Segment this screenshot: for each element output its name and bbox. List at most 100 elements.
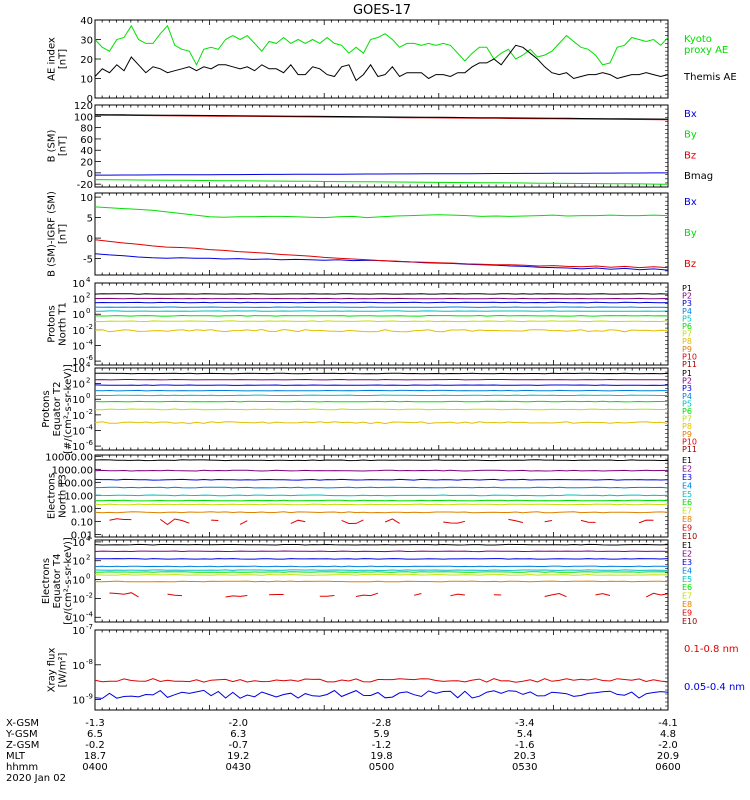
panel-frame — [94, 192, 669, 276]
ephemeris-value: 19.2 — [227, 751, 249, 762]
legend-label: 0.05-0.4 nm — [684, 682, 745, 693]
y-tick-label: 10000.00 — [45, 452, 93, 463]
ephemeris-value: 0400 — [82, 762, 107, 773]
ephemeris-value: -4.1 — [658, 718, 678, 729]
legend-label: E1 — [682, 541, 692, 550]
series-E9-segment — [544, 592, 567, 598]
y-axis-label: [#/(cm²-s-sr-keV)] — [63, 364, 74, 454]
series-E9-segment — [413, 593, 422, 596]
y-tick-exponent: -2 — [86, 408, 93, 416]
legend-label: By — [684, 228, 697, 239]
legend-label: E8 — [682, 515, 692, 524]
legend-label: P2 — [682, 377, 692, 386]
y-tick-label: 10 — [72, 295, 85, 306]
legend-label: E5 — [682, 575, 692, 584]
series-E9-segment — [508, 518, 524, 524]
series-E9-segment — [356, 592, 379, 597]
y-axis-label: Electrons — [41, 558, 52, 604]
series-Bz — [94, 239, 669, 269]
legend-label: By — [684, 130, 697, 141]
series-E9-segment — [580, 519, 596, 523]
series-E3 — [95, 558, 669, 560]
y-tick-label: 10 — [72, 364, 85, 375]
legend-label: 0.1-0.8 nm — [684, 644, 739, 655]
legend-label: P4 — [682, 392, 692, 401]
legend-label: P5 — [682, 314, 692, 323]
ephemeris-value: 6.5 — [87, 729, 103, 740]
series-P8 — [94, 421, 669, 425]
panel-frame — [94, 282, 669, 366]
y-tick-label: 0 — [87, 94, 93, 105]
series-E9-segment — [450, 593, 465, 597]
ephemeris-value: -2.8 — [372, 718, 392, 729]
ephemeris-row-label: Y-GSM — [5, 729, 38, 740]
legend-label: P9 — [682, 430, 692, 439]
series-Bz — [94, 114, 669, 121]
legend-label: Kyoto — [684, 34, 712, 45]
y-tick-label: 10 — [72, 326, 85, 337]
series-E9-segment — [167, 593, 183, 597]
y-tick-exponent: -6 — [86, 354, 94, 362]
ephemeris-value: 20.3 — [514, 751, 536, 762]
ephemeris-row-label: hhmm — [6, 762, 38, 773]
series-Kyoto-proxy-AE — [94, 24, 669, 66]
legend-label: E3 — [682, 473, 692, 482]
legend-label: P8 — [682, 337, 692, 346]
legend-label: E7 — [682, 592, 692, 601]
y-axis-label: AE index — [47, 37, 58, 81]
series-P1 — [94, 293, 669, 295]
y-tick-label: 10 — [80, 75, 93, 86]
series-P4 — [94, 389, 668, 392]
series-By — [94, 179, 669, 185]
y-axis-label: Electrons — [47, 473, 58, 519]
legend-label: P7 — [682, 415, 692, 424]
y-tick-label: 100.00 — [58, 478, 93, 489]
y-tick-exponent: -6 — [86, 439, 94, 447]
y-tick-label: 10 — [72, 310, 85, 321]
y-tick-exponent: -9 — [86, 693, 93, 701]
series-P6 — [94, 400, 669, 403]
y-tick-label: -20 — [77, 180, 93, 191]
series-E2 — [94, 469, 669, 472]
y-tick-label: 10 — [72, 696, 85, 707]
series-E9-segment — [160, 518, 190, 526]
y-tick-exponent: 2 — [86, 292, 90, 300]
series-E5 — [94, 494, 669, 497]
series-E6 — [94, 571, 669, 573]
series-P8 — [94, 328, 669, 333]
y-tick-label: 10.00 — [64, 491, 93, 502]
ephemeris-value: 0530 — [512, 762, 537, 773]
ephemeris-value: -2.0 — [228, 718, 248, 729]
y-tick-label: 20 — [80, 55, 93, 66]
y-tick-exponent: 4 — [86, 535, 91, 543]
legend-label: Bz — [684, 150, 696, 161]
series-E9-segment — [645, 592, 669, 598]
legend-label: P4 — [682, 307, 692, 316]
legend-label: P3 — [682, 299, 692, 308]
legend-label: proxy AE — [684, 45, 728, 56]
legend-label: P2 — [682, 292, 692, 301]
y-axis-label: B (SM)-IGRF (SM) — [47, 191, 58, 277]
legend-label: E7 — [682, 507, 692, 516]
legend-label: Bz — [684, 259, 696, 270]
y-tick-label: 1000.00 — [52, 465, 93, 476]
panel-frame — [94, 629, 669, 711]
series-E3 — [94, 478, 669, 481]
y-tick-label: 10 — [72, 626, 85, 637]
y-tick-label: 40 — [80, 16, 93, 27]
y-tick-label: 10 — [72, 661, 85, 672]
y-tick-label: 0 — [87, 234, 93, 245]
legend-label: E6 — [682, 583, 692, 592]
series-E4 — [94, 565, 669, 568]
series-P1 — [95, 372, 669, 375]
ephemeris-row-label: MLT — [6, 751, 26, 762]
legend-label: P3 — [682, 384, 692, 393]
y-tick-label: 40 — [80, 146, 93, 157]
y-tick-exponent: -2 — [86, 591, 93, 599]
y-tick-label: 10 — [72, 538, 85, 549]
series-E4 — [94, 486, 669, 489]
y-tick-label: 10 — [80, 193, 93, 204]
series-E9-segment — [341, 519, 364, 525]
series-E9-segment — [239, 520, 248, 525]
